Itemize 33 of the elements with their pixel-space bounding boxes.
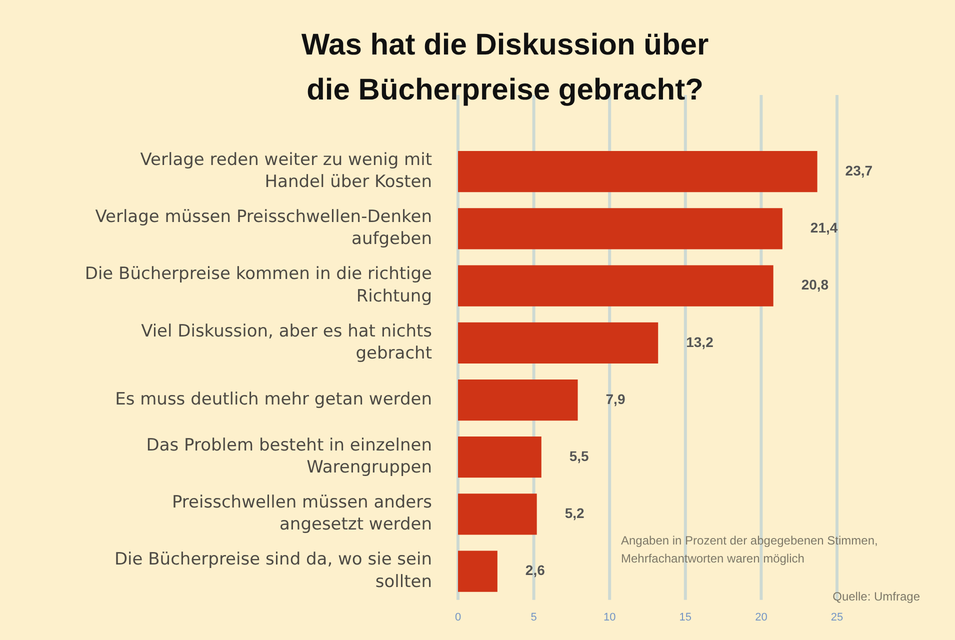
data-label: 13,2 xyxy=(686,334,714,350)
data-label: 7,9 xyxy=(606,390,626,407)
x-tick-label: 10 xyxy=(603,612,616,624)
y-tick-label: Viel Diskussion, aber es hat nichts gebracht xyxy=(141,321,432,364)
y-tick-label: Das Problem besteht in einzelnen Warengruppen xyxy=(146,435,432,478)
x-tick-label: 15 xyxy=(679,612,692,624)
y-tick-label: Verlage reden weiter zu wenig mit Handel über Kosten xyxy=(140,150,432,192)
y-tick-label: Es muss deutlich mehr getan werden xyxy=(115,389,432,410)
data-label: 21,4 xyxy=(810,220,838,236)
data-label: 5,5 xyxy=(569,448,590,464)
y-tick-label: Preisschwellen müssen anders angesetzt werden xyxy=(172,492,432,535)
bar xyxy=(458,550,498,592)
bar xyxy=(458,265,774,306)
x-tick-label: 25 xyxy=(830,612,844,624)
data-label: 20,8 xyxy=(801,276,829,293)
x-tick-label: 5 xyxy=(530,612,537,624)
data-label: 23,7 xyxy=(845,162,873,178)
x-tick-label: 0 xyxy=(454,612,462,624)
data-label: 2,6 xyxy=(525,562,546,578)
bar xyxy=(458,436,542,478)
annotation: Quelle: Umfrage xyxy=(832,589,920,604)
data-label: 5,2 xyxy=(564,505,585,522)
y-tick-label: Die Bücherpreise kommen in die richtige Richtung xyxy=(84,264,432,306)
bar xyxy=(458,379,578,421)
bar xyxy=(458,322,658,364)
bar xyxy=(458,150,818,192)
y-tick-label: Verlage müssen Preisschwellen-Denken aufgeben xyxy=(95,207,432,250)
annotation: Angaben in Prozent der abgegebenen Stimmen, Mehrfachantworten waren möglich xyxy=(621,533,878,566)
chart-title: Was hat die Diskussion über die Bücherpreise gebracht? xyxy=(301,28,709,106)
x-tick-label: 20 xyxy=(755,612,768,624)
bar xyxy=(458,494,537,535)
y-tick-label: Die Bücherpreise sind da, wo sie sein sollten xyxy=(114,550,432,592)
bar xyxy=(458,208,782,250)
